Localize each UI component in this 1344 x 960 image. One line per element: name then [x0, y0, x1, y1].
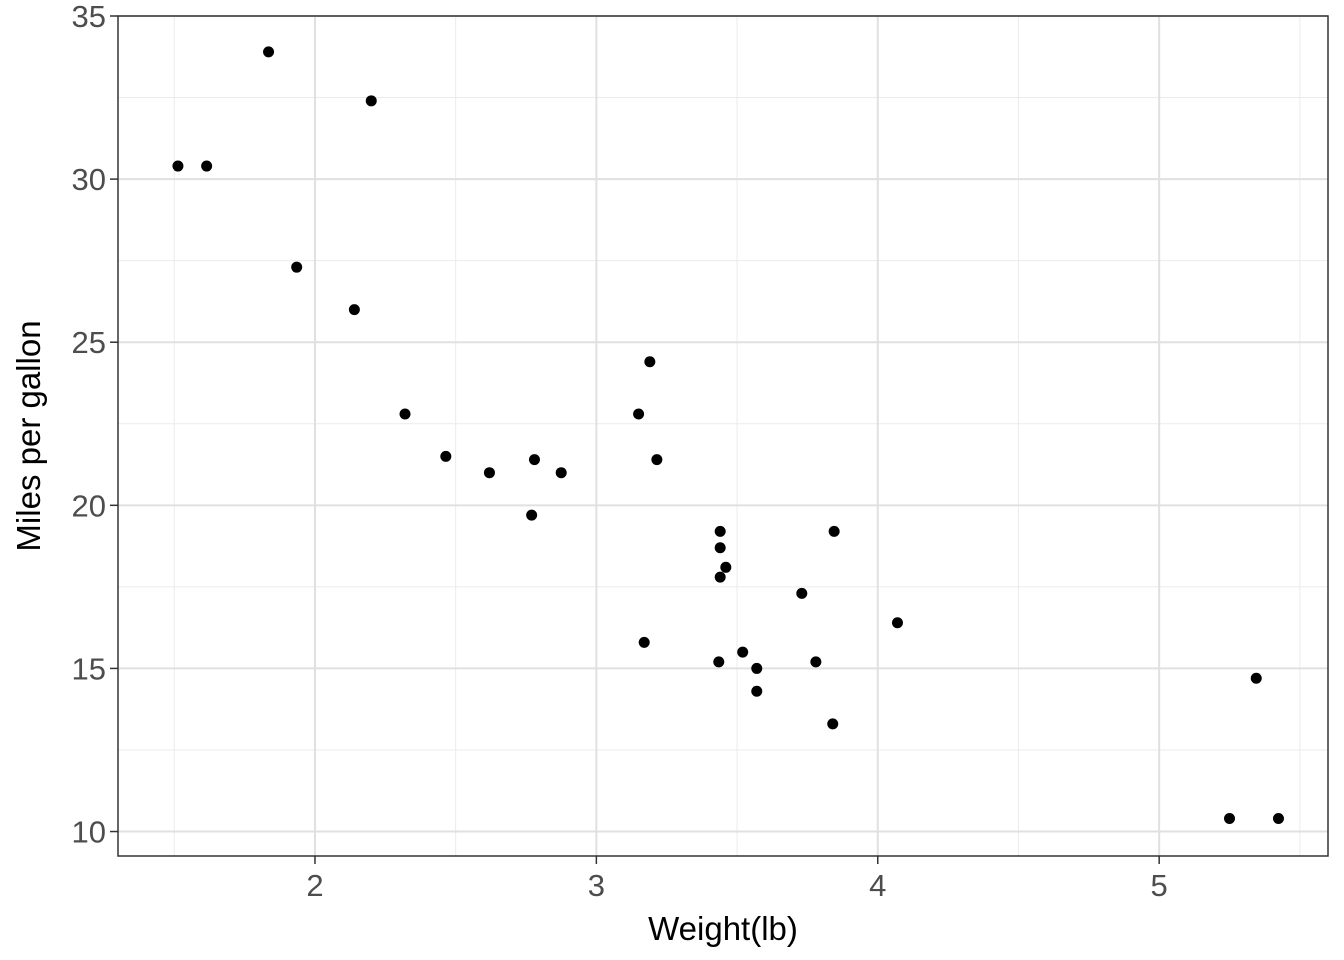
major-gridlines — [118, 15, 1328, 856]
x-axis-ticks: 2 3 4 5 — [306, 856, 1168, 903]
data-point — [440, 450, 452, 462]
y-tick-label: 10 — [72, 815, 106, 850]
data-point — [201, 160, 213, 172]
y-tick-label: 15 — [72, 651, 106, 686]
y-tick-label: 25 — [72, 325, 106, 360]
data-point — [172, 160, 184, 172]
y-tick-label: 30 — [72, 162, 106, 197]
data-points — [172, 46, 1284, 824]
minor-gridlines — [118, 16, 1328, 856]
data-point — [1272, 812, 1284, 824]
data-point — [714, 542, 726, 554]
x-tick-label: 4 — [869, 868, 886, 903]
data-point — [891, 617, 903, 629]
data-point — [365, 95, 377, 107]
data-point — [348, 304, 360, 316]
y-axis-ticks: 10 15 20 25 30 35 — [72, 0, 118, 850]
plot-border — [117, 15, 1329, 857]
data-point — [1224, 812, 1236, 824]
data-point — [555, 467, 567, 479]
data-point — [526, 509, 538, 521]
y-axis-title: Miles per gallon — [10, 320, 47, 551]
y-tick-label: 20 — [72, 488, 106, 523]
x-tick-label: 3 — [588, 868, 605, 903]
data-point — [751, 685, 763, 697]
data-point — [720, 561, 732, 573]
x-tick-label: 2 — [306, 868, 323, 903]
data-point — [737, 646, 749, 658]
data-point — [263, 46, 275, 58]
data-point — [291, 261, 303, 273]
data-point — [796, 587, 808, 599]
data-point — [651, 454, 663, 466]
plot-panel — [118, 16, 1328, 856]
data-point — [828, 525, 840, 537]
x-tick-label: 5 — [1151, 868, 1168, 903]
data-point — [1250, 672, 1262, 684]
data-point — [633, 408, 645, 420]
y-tick-label: 35 — [72, 0, 106, 34]
data-point — [638, 636, 650, 648]
data-point — [483, 467, 495, 479]
data-point — [714, 525, 726, 537]
data-point — [810, 656, 822, 668]
data-point — [714, 571, 726, 583]
x-axis-title: Weight(lb) — [648, 910, 798, 947]
data-point — [399, 408, 411, 420]
data-point — [751, 662, 763, 674]
data-point — [528, 454, 540, 466]
data-point — [644, 356, 656, 368]
data-point — [827, 718, 839, 730]
data-point — [713, 656, 725, 668]
